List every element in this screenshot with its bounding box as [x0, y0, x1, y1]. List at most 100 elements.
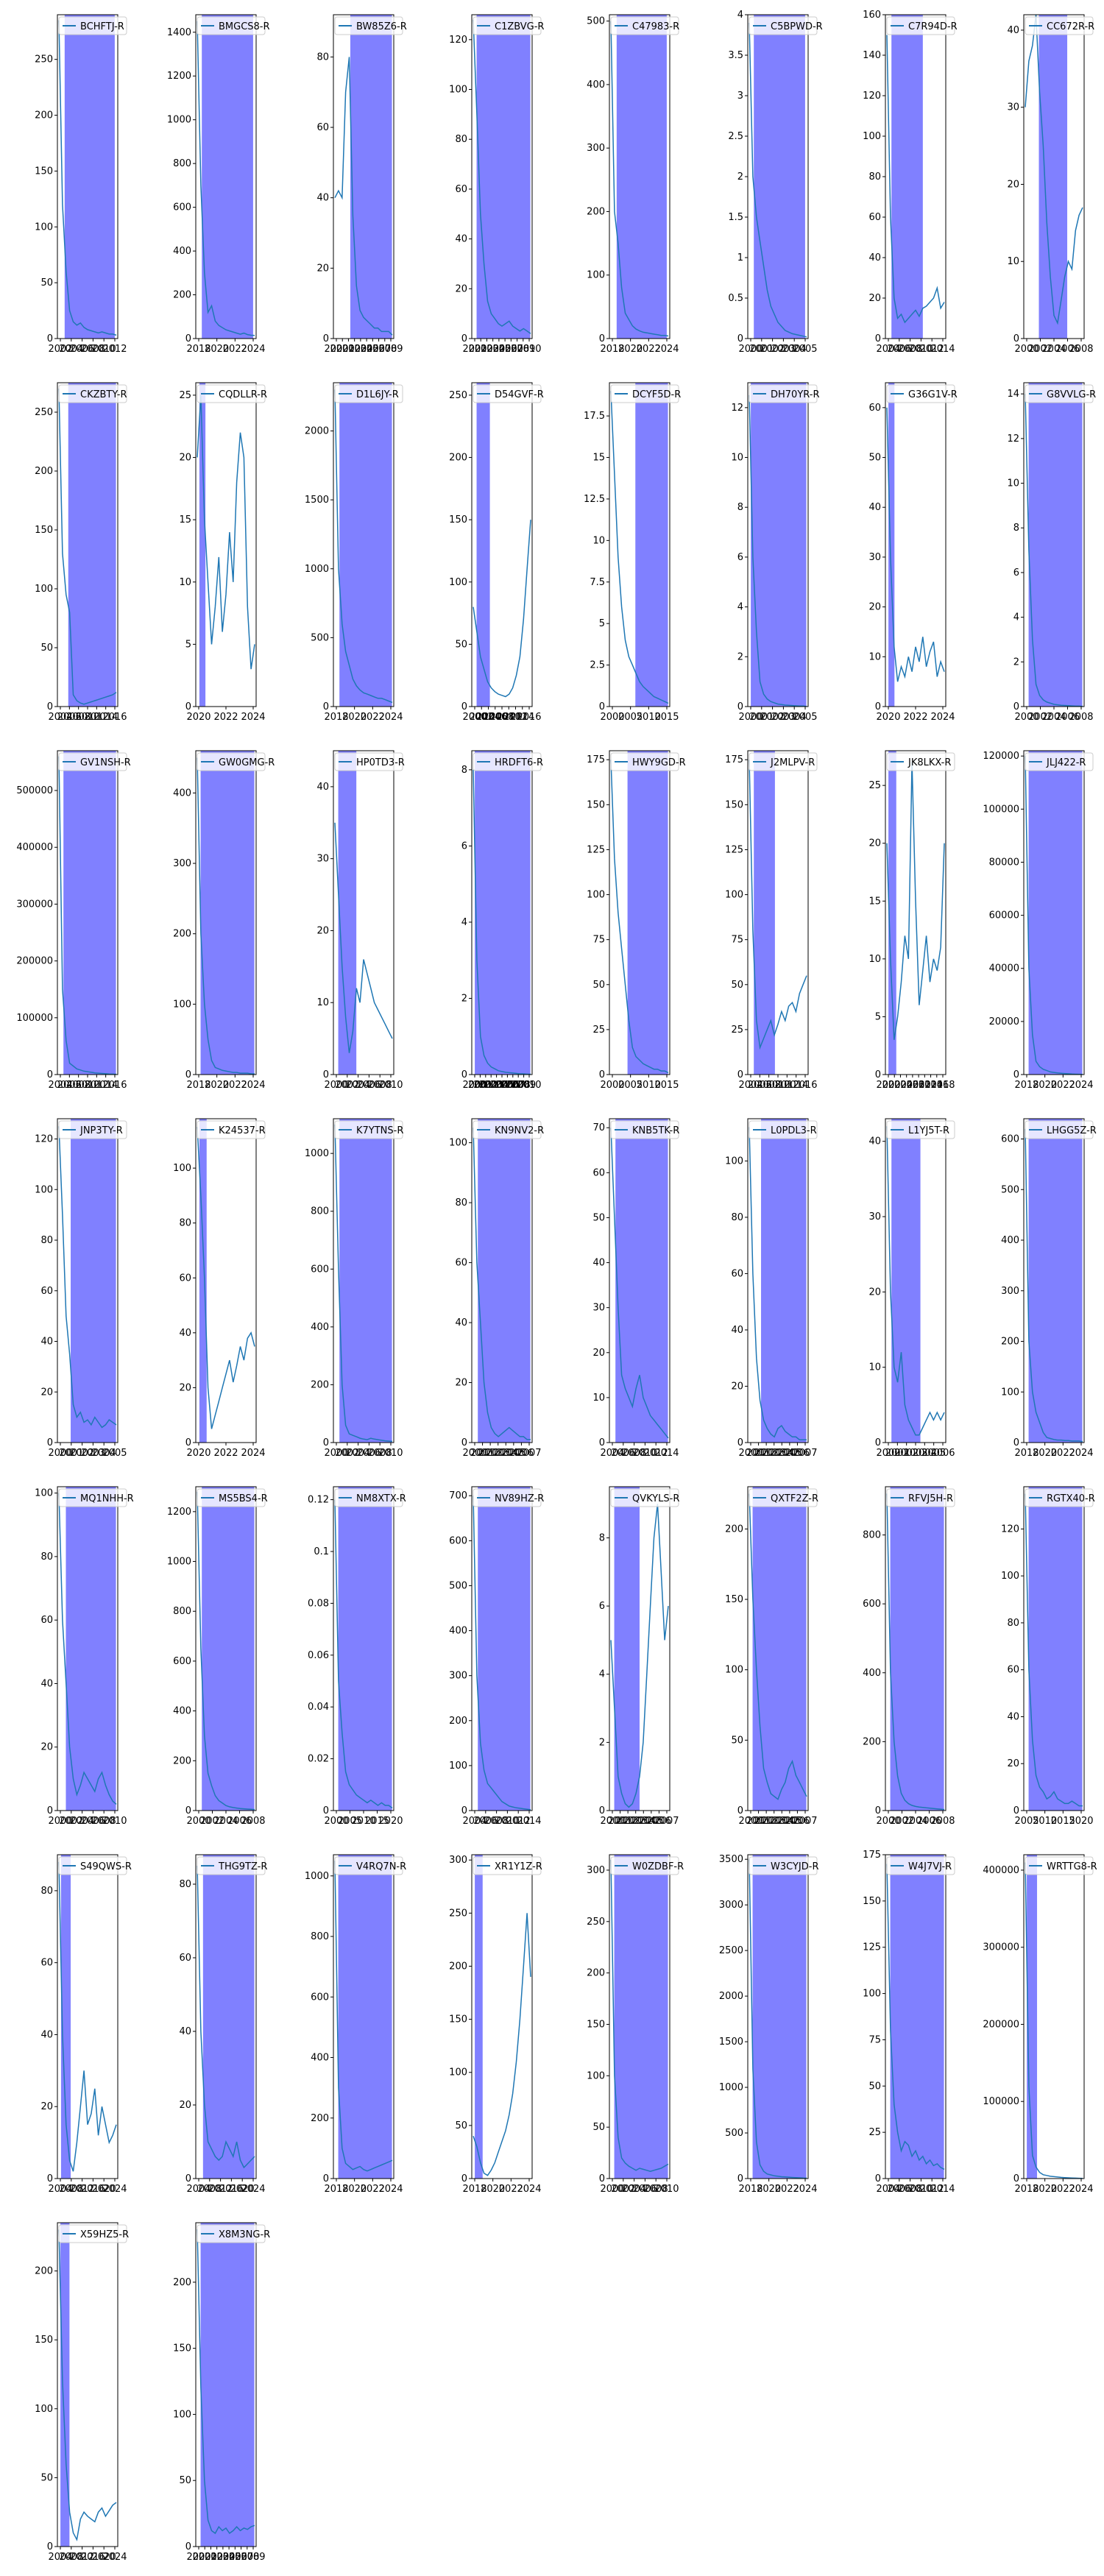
y-tick-label: 100000 — [983, 804, 1019, 815]
legend-box — [749, 1856, 817, 1875]
y-tick-label: 1 — [737, 252, 743, 263]
x-tick-label: 2010 — [909, 344, 933, 355]
y-tick-label: 3000 — [718, 1900, 743, 1911]
y-tick-label: 1200 — [166, 1507, 191, 1518]
legend-box — [886, 16, 955, 35]
x-tick-label: 2024 — [793, 2184, 817, 2195]
x-tick-label: 2016 — [219, 2184, 243, 2195]
legend-label: HRDFT6-R — [495, 757, 543, 768]
y-tick-label: 2 — [599, 1737, 605, 1748]
y-tick-label: 0 — [1013, 701, 1019, 712]
panel-29: 0 20 40 60 80 100 2000200120022003200420052006… — [725, 1118, 817, 1459]
y-tick-label: 12 — [731, 403, 743, 414]
shaded-region — [614, 1855, 668, 2179]
legend: G8VVLG-R — [1025, 384, 1096, 403]
x-tick-label: 2006 — [473, 1816, 498, 1827]
x-tick-label: 2008 — [92, 1816, 116, 1827]
x-tick-label: 2002 — [890, 1816, 914, 1827]
x-tick-label: 2004 — [48, 1080, 72, 1091]
x-tick-label: 2024 — [1069, 2184, 1093, 2195]
y-tick-label: 50 — [868, 2081, 881, 2092]
legend-box — [749, 752, 817, 771]
y-tick-label: 0 — [737, 2173, 743, 2184]
y-tick-label: 200 — [35, 2266, 53, 2277]
y-tick-label: 600 — [1001, 1134, 1019, 1145]
series-line — [610, 1859, 669, 2172]
shaded-region — [350, 15, 392, 339]
axes-frame — [747, 1854, 808, 2179]
legend: NM8XTX-R — [334, 1488, 406, 1507]
legend-label: D1L6JY-R — [356, 389, 399, 400]
y-tick-label: 175 — [725, 754, 743, 765]
x-tick-label: 2000 — [48, 1816, 72, 1827]
x-tick-label: 2012 — [506, 1816, 530, 1827]
x-tick-label: 2006 — [894, 1080, 919, 1091]
x-tick-label: 2001 — [608, 1816, 632, 1827]
y-tick-label: 12.5 — [584, 494, 605, 505]
y-tick-label: 15 — [179, 514, 191, 526]
y-tick-label: 400 — [863, 1668, 881, 1679]
y-tick-label: 0 — [323, 701, 329, 712]
y-tick-label: 20 — [316, 263, 329, 274]
legend-box — [334, 1488, 403, 1507]
x-tick-label: 2008 — [622, 1448, 646, 1459]
legend-label: QVKYLS-R — [632, 1493, 679, 1504]
x-tick-label: 2008 — [197, 2184, 222, 2195]
y-tick-label: 0 — [185, 1069, 191, 1080]
y-tick-label: 60 — [868, 212, 881, 223]
y-tick-label: 120000 — [983, 751, 1019, 762]
panel-16: 0100000200000300000400000500000200420062… — [16, 750, 131, 1091]
y-tick-label: 1000 — [305, 1871, 329, 1882]
x-tick-label: 2000 — [462, 712, 486, 723]
legend: W4J7VJ-R — [886, 1856, 955, 1875]
y-tick-label: 0.06 — [308, 1650, 329, 1661]
y-tick-label: 0 — [47, 1069, 53, 1080]
x-tick-label: 2005 — [777, 1816, 802, 1827]
x-tick-label: 2005 — [489, 1080, 514, 1091]
x-tick-label: 2005 — [338, 1816, 362, 1827]
series-line — [58, 1126, 117, 1429]
x-tick-label: 2004 — [876, 2184, 900, 2195]
y-tick-label: 30 — [868, 1211, 881, 1222]
panel-3: 0 20 40 60 80 100 120 2001200220032004200520062… — [449, 14, 544, 355]
y-tick-label: 600 — [311, 1264, 329, 1275]
legend-label: CKZBTY-R — [80, 389, 127, 400]
shaded-region — [752, 1855, 807, 2179]
x-tick-label: 2007 — [654, 1816, 679, 1827]
y-tick-label: 0 — [47, 2173, 53, 2184]
shaded-region — [1028, 1487, 1083, 1811]
series-line — [748, 1127, 807, 1440]
legend-label: MQ1NHH-R — [80, 1493, 134, 1504]
panel-46: 0 25 50 75 100 125 150 175 200420062008201020122… — [863, 1850, 955, 2195]
x-tick-label: 2004 — [48, 2552, 72, 2563]
x-tick-label: 2006 — [357, 1080, 381, 1091]
y-tick-label: 600 — [173, 1656, 191, 1667]
x-tick-label: 2018 — [186, 1080, 210, 1091]
x-tick-label: 2000 — [876, 1816, 900, 1827]
legend-box — [334, 752, 403, 771]
x-tick-label: 2020 — [481, 2184, 505, 2195]
panel-33: 0 200 400 600 800 1000 1200 2000200220042006200… — [166, 1486, 267, 1827]
panel-19: 0 2 4 6 8 20002001200220032004200520062007200… — [461, 750, 543, 1091]
y-tick-label: 0 — [737, 333, 743, 344]
x-tick-label: 2008 — [66, 1080, 91, 1091]
x-tick-label: 2012 — [70, 2552, 94, 2563]
x-tick-label: 2020 — [205, 344, 229, 355]
shaded-region — [888, 751, 896, 1075]
x-tick-label: 2009 — [241, 2552, 265, 2563]
y-tick-label: 200 — [449, 1716, 467, 1727]
legend-box — [749, 1488, 817, 1507]
axes-frame — [57, 1854, 118, 2179]
panel-47: 0 100000 200000 300000 400000 201820202022202… — [983, 1854, 1097, 2195]
x-tick-label: 2004 — [59, 344, 83, 355]
y-tick-label: 10 — [868, 954, 881, 965]
legend-label: LHGG5Z-R — [1047, 1125, 1097, 1136]
shaded-region — [63, 751, 116, 1075]
y-tick-label: 20 — [179, 453, 191, 464]
x-tick-label: 2018 — [1014, 2184, 1038, 2195]
x-tick-label: 2012 — [85, 1080, 109, 1091]
x-tick-label: 2006 — [887, 2184, 911, 2195]
shaded-region — [199, 383, 205, 707]
